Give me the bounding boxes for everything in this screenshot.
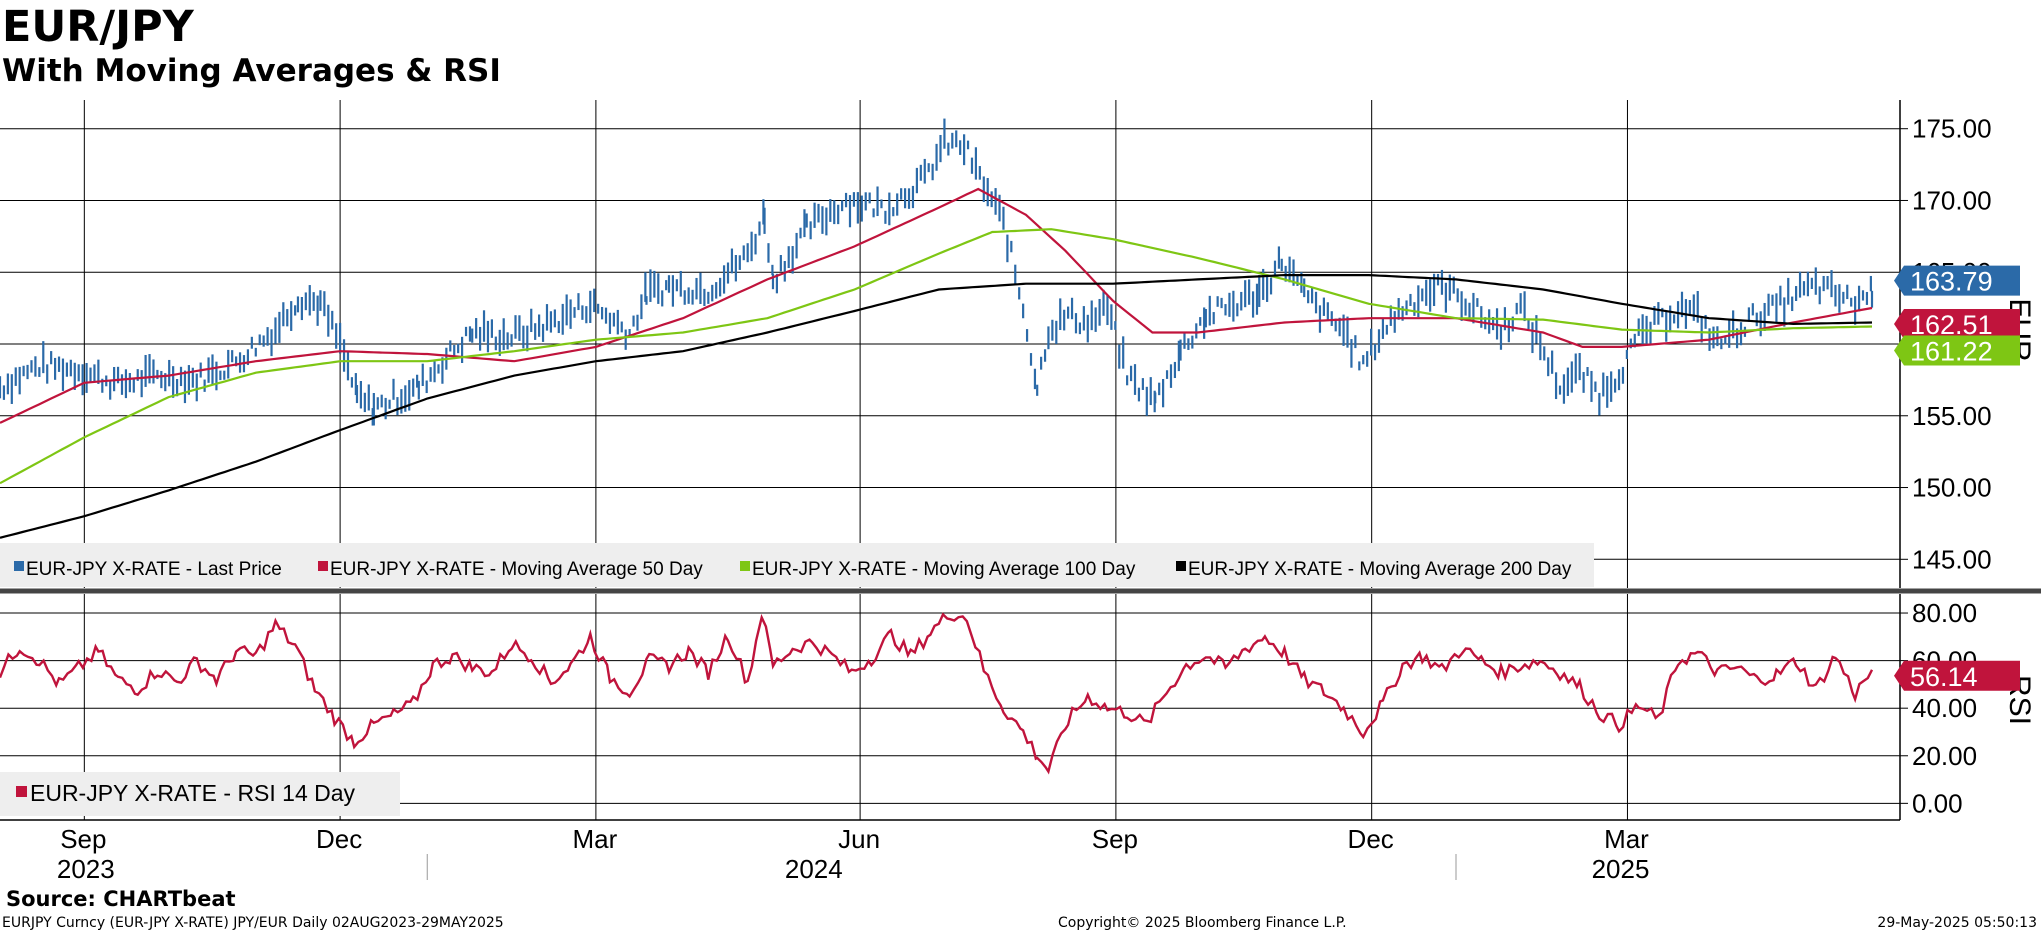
price-tick-label: 155.00 (1912, 401, 1992, 431)
x-year-label: 2023 (57, 854, 115, 884)
legend-swatch-ma50 (318, 561, 328, 571)
ma50-line (0, 187, 1873, 424)
price-tag-label: 163.79 (1910, 267, 1993, 297)
x-tick-label: Sep (60, 824, 106, 854)
chart-axes: 175.00170.00165.00160.00155.00150.00145.… (0, 100, 2041, 884)
legend-swatch-ma200 (1176, 561, 1186, 571)
legend-label-ma50: EUR-JPY X-RATE - Moving Average 50 Day (330, 559, 703, 580)
price-tick-label: 145.00 (1912, 544, 1992, 574)
ticker-info: EURJPY Curncy (EUR-JPY X-RATE) JPY/EUR D… (2, 915, 504, 931)
ma100-line (0, 228, 1873, 485)
price-tick-label: 170.00 (1912, 185, 1992, 215)
chart-title: EUR/JPY (2, 2, 194, 52)
copyright-note: Copyright© 2025 Bloomberg Finance L.P. (1058, 915, 1347, 931)
rsi-tick-label: 40.00 (1912, 693, 1977, 723)
x-tick-label: Mar (573, 824, 618, 854)
x-tick-label: Sep (1092, 824, 1138, 854)
chart-legends: EUR-JPY X-RATE - Last Price EUR-JPY X-RAT… (0, 543, 1594, 816)
ma100-tag-label: 161.22 (1910, 336, 1993, 366)
x-tick-label: Dec (316, 824, 362, 854)
rsi-line-group (0, 612, 1874, 775)
legend-label-price: EUR-JPY X-RATE - Last Price (26, 559, 282, 580)
price-legend-box (0, 543, 1594, 587)
rsi-tag-label: 56.14 (1910, 662, 1978, 692)
legend-label-ma100: EUR-JPY X-RATE - Moving Average 100 Day (752, 559, 1136, 580)
chart-subtitle: With Moving Averages & RSI (2, 53, 501, 89)
rsi-tick-label: 0.00 (1912, 788, 1963, 818)
ma50-tag-label: 162.51 (1910, 310, 1993, 340)
ma50-tag (1894, 308, 2020, 339)
legend-label-ma200: EUR-JPY X-RATE - Moving Average 200 Day (1188, 559, 1572, 580)
legend-swatch-ma100 (740, 561, 750, 571)
price-panel-grid (0, 100, 1900, 588)
source-note: Source: CHARTbeat (6, 887, 236, 911)
ma100-tag (1894, 335, 2020, 366)
rsi-tick-label: 80.00 (1912, 598, 1977, 628)
rsi-line (0, 612, 1874, 775)
price-tag (1894, 265, 2020, 296)
legend-swatch-rsi (16, 786, 27, 797)
legend-swatch-price (14, 561, 24, 571)
x-tick-label: Dec (1348, 824, 1394, 854)
ma200-line (0, 274, 1873, 539)
rsi-legend-box (0, 772, 400, 816)
x-year-label: 2024 (785, 854, 843, 884)
rsi-tag (1894, 660, 2020, 691)
x-tick-label: Jun (838, 824, 880, 854)
x-tick-label: Mar (1604, 824, 1649, 854)
x-year-label: 2025 (1592, 854, 1650, 884)
price-tick-label: 175.00 (1912, 114, 1992, 144)
timestamp: 29-May-2025 05:50:13 (1877, 915, 2037, 931)
price-tick-label: 150.00 (1912, 473, 1992, 503)
legend-label-rsi: EUR-JPY X-RATE - RSI 14 Day (30, 780, 356, 806)
rsi-tick-label: 20.00 (1912, 741, 1977, 771)
moving-average-lines (0, 187, 1873, 539)
